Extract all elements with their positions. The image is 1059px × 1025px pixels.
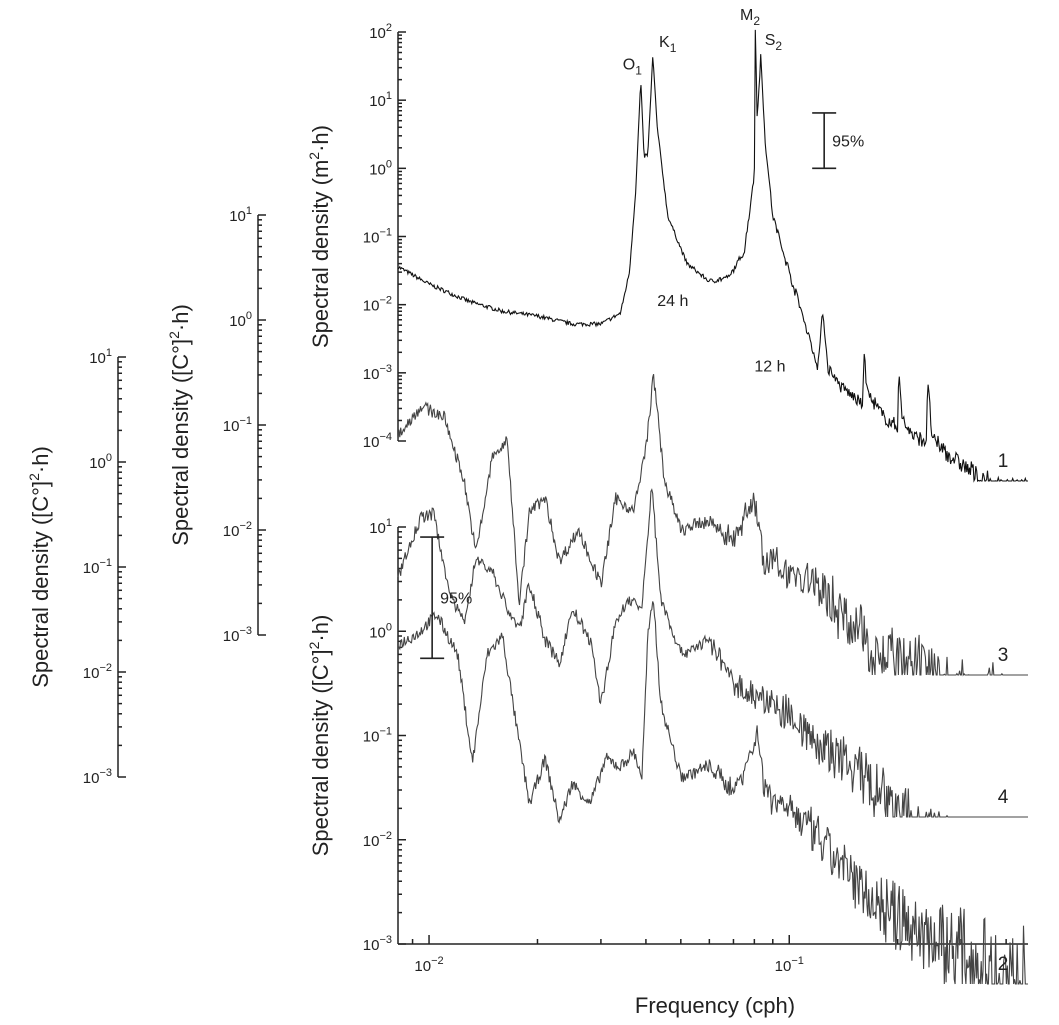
confidence-bar: 95% <box>420 536 472 660</box>
series-3-label: 3 <box>998 645 1009 666</box>
y-axis-title: Spectral density ([C°]2·h) <box>306 615 333 857</box>
y-tick-label: 10−1 <box>223 415 252 435</box>
y-axis-offset2: 101 100 10−1 10−2 10−3 Spectral density ([C°]… <box>26 347 126 787</box>
confidence-bar: 95% <box>812 112 864 170</box>
axes-layer: 102 101 100 10−1 10−2 10−3 10−4 Spectral densit… <box>26 22 1028 975</box>
y-tick-label: 10−3 <box>223 625 252 645</box>
series-1-label: 1 <box>998 451 1009 472</box>
y-tick-label: 10−1 <box>83 557 112 577</box>
series-2-line <box>397 601 1028 985</box>
y-axis-title: Spectral density ([C°]2·h) <box>26 446 53 688</box>
y-tick-label: 101 <box>89 347 112 367</box>
y-tick-label: 101 <box>369 90 392 110</box>
series-1-line <box>397 29 1028 483</box>
y-axis-main: 102 101 100 10−1 10−2 10−3 10−4 Spectral densit… <box>306 22 406 451</box>
confidence-label: 95% <box>832 134 864 151</box>
y-tick-label: 101 <box>369 517 392 537</box>
series-2-label: 2 <box>998 954 1009 975</box>
y-tick-label: 100 <box>229 310 252 330</box>
peak-annotation: S2 <box>765 32 783 53</box>
y-tick-label: 10−4 <box>363 431 392 451</box>
y-tick-label: 102 <box>369 22 392 42</box>
peak-annotation: O1 <box>623 57 642 78</box>
y-tick-label: 100 <box>369 158 392 178</box>
y-axis-lower: 101 100 10−1 10−2 10−3 Spectral density ([C°]… <box>306 517 406 954</box>
series-4-line <box>397 488 1028 818</box>
y-tick-label: 10−3 <box>83 767 112 787</box>
y-axis-title: Spectral density (m2·h) <box>306 125 333 348</box>
x-tick-label: 10−2 <box>414 955 443 975</box>
series-4-label: 4 <box>998 787 1009 808</box>
y-tick-label: 10−2 <box>363 830 392 850</box>
x-tick-label: 10−1 <box>775 955 804 975</box>
y-tick-label: 10−3 <box>363 363 392 383</box>
y-axis-offset1: 101 100 10−1 10−2 10−3 Spectral density ([C°]… <box>166 205 266 645</box>
peak-annotation: 24 h <box>657 293 688 310</box>
y-axis-title: Spectral density ([C°]2·h) <box>166 304 193 546</box>
y-tick-label: 10−1 <box>363 227 392 247</box>
series-layer <box>397 29 1028 985</box>
y-tick-label: 10−2 <box>83 662 112 682</box>
peak-annotation: 12 h <box>754 358 785 375</box>
y-tick-label: 10−1 <box>363 726 392 746</box>
y-tick-label: 101 <box>229 205 252 225</box>
series-3-line <box>397 374 1028 677</box>
peak-annotation: K1 <box>659 34 677 55</box>
y-tick-label: 10−2 <box>223 520 252 540</box>
y-tick-label: 100 <box>369 621 392 641</box>
confidence-label: 95% <box>440 591 472 608</box>
y-tick-label: 100 <box>89 452 112 472</box>
y-tick-label: 10−3 <box>363 934 392 954</box>
y-tick-label: 10−2 <box>363 295 392 315</box>
x-axis-title: Frequency (cph) <box>635 993 795 1018</box>
peak-annotation: M2 <box>740 7 760 28</box>
